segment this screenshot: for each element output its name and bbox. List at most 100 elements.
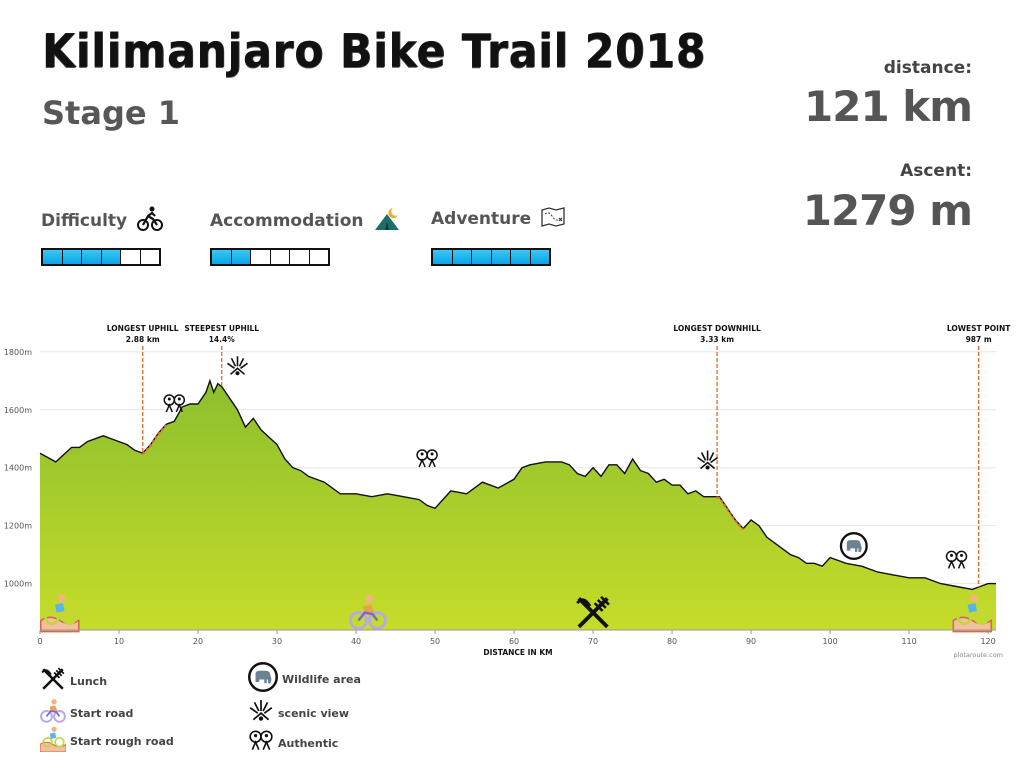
legend-label: Wildlife area: [282, 672, 361, 686]
legend-label: Start road: [70, 706, 134, 720]
elevation-profile-chart: LONGEST UPHILL 2.88 km STEEPEST UPHILL 14.4…: [4, 324, 1011, 659]
start-rough-road-icon: [40, 594, 80, 633]
treasure-map-icon: [540, 206, 566, 232]
elevation-line: [39, 378, 996, 591]
annotation-value: 987 m: [966, 335, 992, 344]
rating-cell: [43, 250, 63, 264]
chart-axes: 1000m 1200m 1400m 1600m 1800m 0 10 20 30 40 50 60 70…: [4, 348, 1003, 659]
start-rough-road-icon: [952, 594, 993, 633]
annotation-label: LONGEST DOWNHILL: [673, 324, 761, 333]
x-tick-label: 20: [193, 637, 203, 646]
y-tick-label: 1000m: [4, 580, 32, 589]
rating-cell: [452, 250, 472, 264]
ascent-value: 1279 m: [802, 186, 973, 235]
legend-lunch: Lunch: [40, 666, 107, 696]
rating-adventure-bar: [431, 248, 551, 266]
chart-area-layer: [39, 378, 996, 630]
rating-adventure-label: Adventure: [431, 209, 532, 229]
highlight-segment: [717, 496, 744, 531]
annotation-value: 14.4%: [209, 335, 236, 344]
lunch-icon: [576, 595, 610, 629]
rating-cell: [491, 250, 511, 264]
distance-value: 121 km: [804, 82, 973, 131]
x-axis-title: DISTANCE IN KM: [483, 648, 552, 657]
y-tick-label: 1600m: [4, 406, 32, 415]
x-tick-label: 40: [351, 637, 361, 646]
rating-cell: [472, 250, 492, 264]
scenic-view-icon: [697, 450, 719, 470]
x-tick-label: 60: [509, 637, 519, 646]
rating-adventure: Adventure: [431, 206, 566, 266]
rating-difficulty-label: Difficulty: [41, 211, 128, 231]
tent-moon-icon: [373, 206, 401, 236]
rating-cell: [62, 250, 82, 264]
rating-cell: [511, 250, 531, 264]
rating-cell: [212, 250, 232, 264]
wildlife-elephant-icon: [839, 532, 868, 560]
ascent-label: Ascent:: [900, 161, 972, 181]
lunch-icon: [40, 666, 66, 696]
start-road-icon: [40, 698, 66, 728]
distance-label: distance:: [883, 58, 972, 78]
wildlife-elephant-icon: [248, 662, 278, 696]
x-tick-label: 70: [588, 637, 598, 646]
rating-cell: [310, 250, 329, 264]
annotation-value: 3.33 km: [700, 335, 734, 344]
rating-accommodation: Accommodation: [210, 206, 401, 266]
x-tick-label: 10: [114, 637, 124, 646]
legend-start-rough-road: Start rough road: [39, 726, 174, 756]
rating-cell: [251, 250, 271, 264]
rating-cell: [433, 250, 453, 264]
annotation-value: 2.88 km: [126, 335, 160, 344]
legend-label: Lunch: [70, 674, 108, 688]
rating-accommodation-label: Accommodation: [210, 211, 364, 231]
x-tick-label: 50: [430, 637, 440, 646]
annotation-label: LONGEST UPHILL: [107, 324, 179, 333]
legend-label: Start rough road: [70, 734, 174, 748]
page-title: Kilimanjaro Bike Trail 2018: [42, 24, 707, 78]
legend-wildlife-area: Wildlife area: [248, 662, 361, 696]
rating-cell: [271, 250, 290, 264]
start-road-icon: [349, 595, 387, 630]
rating-cell: [290, 250, 310, 264]
rating-cell: [141, 250, 160, 264]
elevation-area: [40, 380, 996, 630]
scenic-view-icon: [227, 356, 248, 376]
legend-start-road: Start road: [40, 698, 133, 728]
annotation-label: LOWEST POINT: [947, 324, 1011, 333]
rating-cell: [530, 250, 549, 264]
y-tick-label: 1400m: [4, 464, 32, 473]
rating-cell: [82, 250, 102, 264]
x-tick-label: 90: [746, 637, 756, 646]
rating-difficulty-bar: [41, 248, 161, 266]
chart-credit: plotaroute.com: [953, 651, 1003, 659]
rating-difficulty: Difficulty: [41, 206, 164, 266]
x-tick-label: 100: [822, 637, 837, 646]
legend-label: scenic view: [278, 706, 350, 720]
cyclist-icon: [136, 206, 164, 236]
x-tick-label: 110: [901, 637, 916, 646]
authentic-people-icon: [248, 728, 274, 758]
scenic-view-icon: [248, 698, 274, 728]
legend-scenic-view: scenic view: [248, 698, 349, 728]
rating-cell: [121, 250, 141, 264]
legend-authentic: Authentic: [248, 728, 338, 758]
y-tick-label: 1200m: [4, 522, 32, 531]
annotation-label: STEEPEST UPHILL: [184, 324, 259, 333]
authentic-people-icon: [163, 394, 186, 413]
highlight-segment: [141, 424, 168, 455]
y-tick-label: 1800m: [4, 348, 32, 357]
start-rough-road-icon: [39, 726, 67, 756]
rating-cell: [231, 250, 251, 264]
x-tick-label: 80: [667, 637, 677, 646]
stage-subtitle: Stage 1: [42, 94, 180, 132]
rating-accommodation-bar: [210, 248, 330, 266]
chart-markers: [40, 356, 993, 633]
rating-cell: [101, 250, 121, 264]
chart-annotations: LONGEST UPHILL 2.88 km STEEPEST UPHILL 14.4…: [107, 324, 1011, 588]
x-tick-label: 0: [37, 637, 42, 646]
authentic-people-icon: [416, 449, 438, 468]
authentic-people-icon: [945, 550, 968, 569]
x-tick-label: 30: [272, 637, 282, 646]
x-tick-label: 120: [980, 637, 995, 646]
